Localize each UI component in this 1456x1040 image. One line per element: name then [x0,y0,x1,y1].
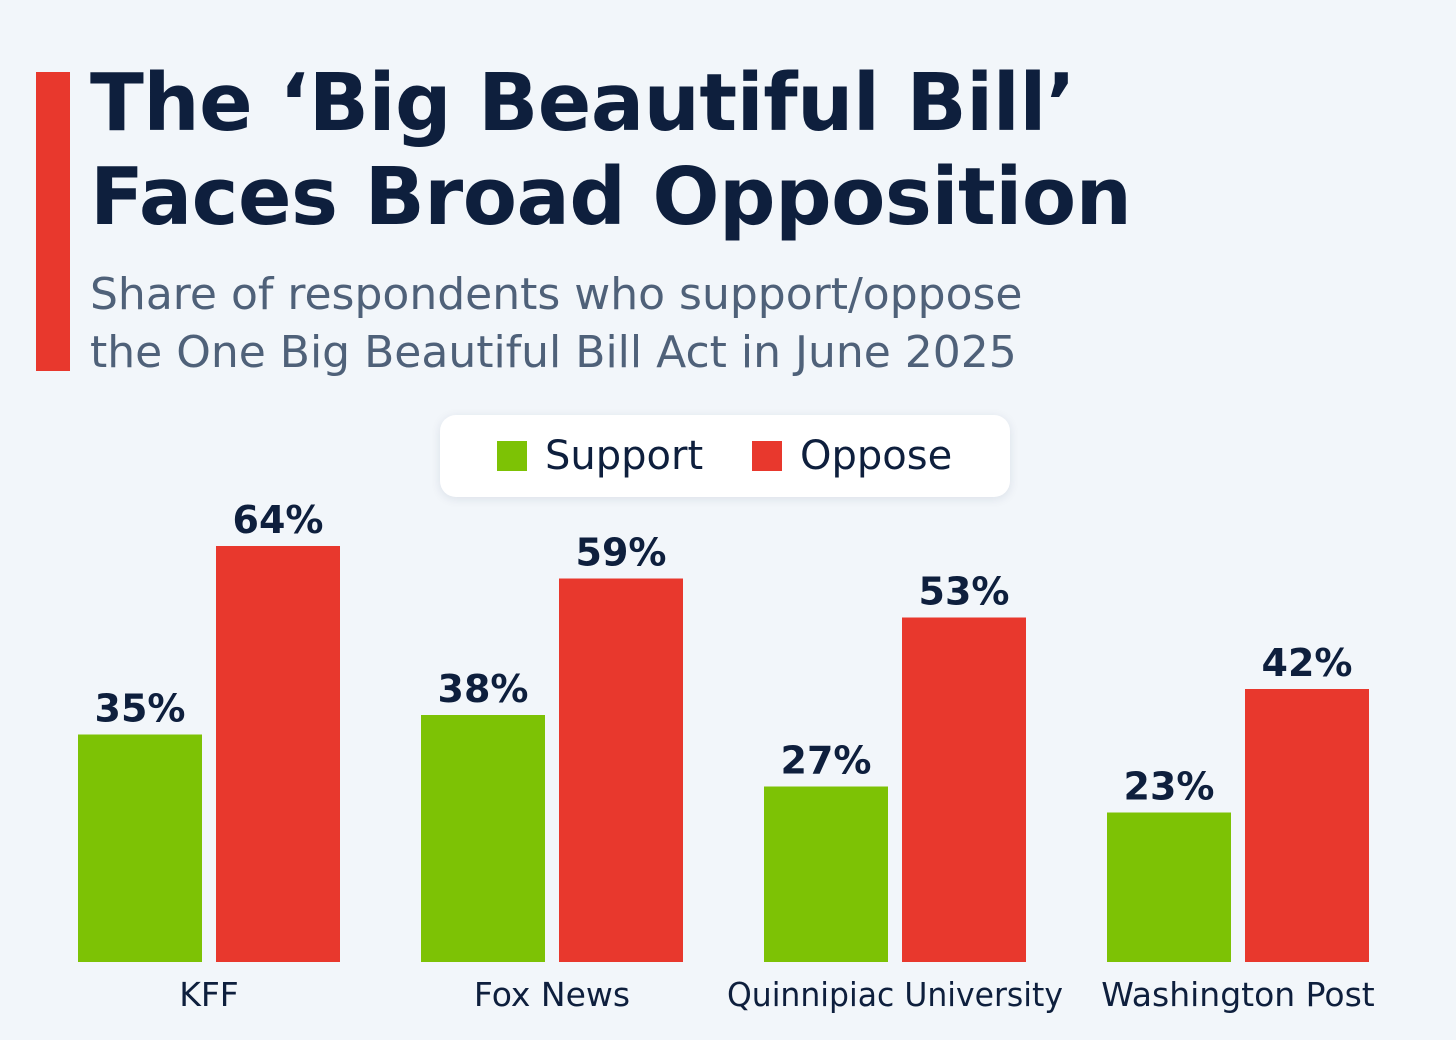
value-label-oppose-fox-news: 59% [576,531,667,575]
bar-support-washington-post [1107,812,1231,962]
legend-item-oppose: Oppose [752,415,952,497]
value-label-oppose-quinnipiac-university: 53% [919,570,1010,614]
category-label-fox-news: Fox News [474,975,630,1014]
value-label-oppose-kff: 64% [233,498,324,542]
value-label-support-washington-post: 23% [1124,765,1215,809]
bar-oppose-kff [216,546,340,962]
category-label-kff: KFF [179,975,239,1014]
legend-swatch-oppose [752,441,782,471]
chart-subtitle-line-2: the One Big Beautiful Bill Act in June 2… [90,327,1017,378]
legend-label-oppose: Oppose [800,433,953,479]
value-label-oppose-washington-post: 42% [1262,641,1353,685]
bar-support-kff [78,734,202,962]
legend-label-support: Support [545,433,704,479]
chart-title: The ‘Big Beautiful Bill’ Faces Broad Opp… [90,56,1390,244]
bar-support-fox-news [421,715,545,962]
category-label-washington-post: Washington Post [1101,975,1375,1014]
chart-title-line-2: Faces Broad Opposition [90,151,1132,243]
legend-item-support: Support [497,415,703,497]
value-label-support-kff: 35% [95,687,186,731]
bar-support-quinnipiac-university [764,786,888,962]
chart-legend: Support Oppose [440,415,1010,497]
bar-oppose-quinnipiac-university [902,617,1026,962]
chart-subtitle-line-1: Share of respondents who support/oppose [90,269,1023,320]
title-accent-bar [36,72,70,371]
category-label-quinnipiac-university: Quinnipiac University [727,975,1063,1014]
chart-subtitle: Share of respondents who support/oppose … [90,266,1390,382]
bar-oppose-washington-post [1245,689,1369,962]
chart-title-line-1: The ‘Big Beautiful Bill’ [90,57,1076,149]
bar-oppose-fox-news [559,578,683,962]
value-label-support-quinnipiac-university: 27% [781,739,872,783]
value-label-support-fox-news: 38% [438,667,529,711]
legend-swatch-support [497,441,527,471]
